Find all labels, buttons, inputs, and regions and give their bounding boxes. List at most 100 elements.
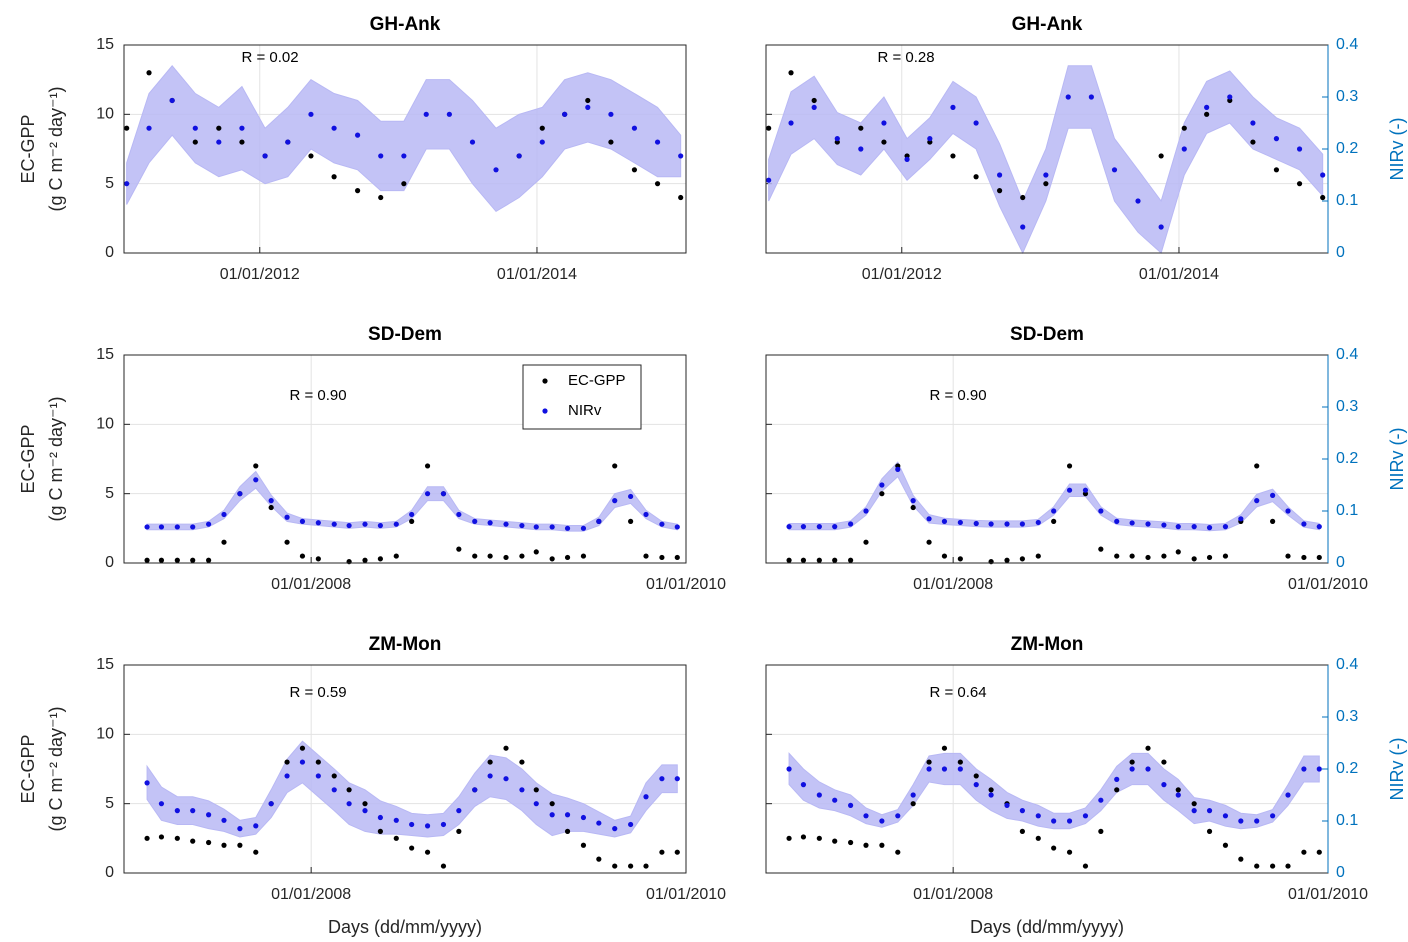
- data-point: [895, 466, 901, 472]
- data-point: [533, 801, 539, 807]
- data-point: [628, 821, 634, 828]
- data-point: [608, 111, 614, 117]
- data-point: [766, 125, 772, 131]
- plot-area: [766, 665, 1328, 873]
- data-point: [308, 111, 314, 117]
- data-point: [1051, 845, 1057, 851]
- data-point: [1145, 745, 1151, 751]
- data-point: [409, 821, 415, 828]
- data-point: [941, 553, 948, 559]
- data-point: [910, 801, 916, 807]
- uncertainty-band: [126, 65, 682, 213]
- data-point: [580, 553, 587, 559]
- data-point: [562, 111, 568, 117]
- data-point: [1206, 808, 1213, 814]
- data-point: [1082, 813, 1089, 819]
- data-point: [549, 801, 555, 807]
- data-point: [239, 139, 245, 145]
- data-point: [378, 194, 384, 201]
- data-point: [1135, 198, 1141, 204]
- data-point: [1301, 766, 1307, 772]
- data-point: [1320, 194, 1326, 201]
- x-tick-label: 01/01/2014: [497, 266, 577, 283]
- data-point: [1035, 835, 1041, 841]
- data-point: [377, 828, 383, 835]
- panel-title: GH-Ank: [1012, 14, 1083, 35]
- data-point: [144, 835, 150, 841]
- data-point: [440, 491, 447, 497]
- data-point: [1175, 524, 1181, 530]
- data-point: [284, 773, 290, 779]
- data-point: [879, 482, 885, 488]
- data-point: [1254, 498, 1260, 504]
- data-point: [315, 556, 321, 562]
- data-point: [910, 504, 916, 511]
- data-point: [1285, 553, 1291, 559]
- y2-tick-label: 0.3: [1336, 88, 1358, 105]
- x-tick-label: 01/01/2010: [646, 886, 726, 903]
- data-point: [596, 856, 602, 862]
- data-point: [1004, 521, 1010, 527]
- data-point: [1285, 863, 1291, 869]
- data-point: [988, 521, 994, 527]
- data-point: [362, 521, 368, 527]
- data-point: [423, 111, 429, 117]
- data-point: [834, 136, 840, 142]
- data-point: [950, 153, 956, 159]
- data-point: [786, 766, 792, 772]
- data-point: [631, 125, 638, 131]
- data-point: [424, 491, 431, 497]
- data-point: [1111, 167, 1118, 173]
- data-point: [393, 835, 399, 841]
- y-tick-label: 10: [96, 726, 114, 743]
- data-point: [1161, 522, 1167, 528]
- data-point: [144, 524, 150, 530]
- data-point: [124, 181, 130, 187]
- data-point: [1296, 146, 1303, 152]
- y-axis-label: EC-GPP: [18, 734, 38, 803]
- data-point: [539, 139, 545, 145]
- data-point: [1019, 808, 1025, 814]
- data-point: [519, 522, 525, 529]
- data-point: [1129, 759, 1135, 765]
- data-point: [1145, 766, 1151, 772]
- data-point: [331, 174, 337, 180]
- data-point: [393, 553, 399, 559]
- data-point: [1161, 553, 1167, 559]
- data-point: [169, 97, 175, 104]
- data-point: [1051, 518, 1057, 525]
- data-point: [1316, 849, 1322, 855]
- y2-tick-label: 0.4: [1336, 346, 1358, 363]
- data-point: [1145, 554, 1151, 561]
- data-point: [1175, 787, 1181, 793]
- data-point: [612, 498, 618, 504]
- data-point: [988, 792, 994, 798]
- data-point: [585, 97, 591, 104]
- data-point: [1114, 518, 1120, 525]
- data-point: [643, 794, 649, 800]
- data-point: [158, 524, 165, 530]
- data-point: [237, 842, 243, 848]
- data-point: [346, 787, 352, 793]
- y-tick-label: 5: [105, 795, 114, 812]
- data-point: [1066, 487, 1073, 493]
- x-tick-label: 01/01/2012: [862, 266, 942, 283]
- data-point: [221, 511, 227, 518]
- data-point: [472, 553, 478, 559]
- data-point: [315, 520, 321, 526]
- annotation: R = 0.02: [241, 49, 298, 66]
- data-point: [879, 491, 885, 497]
- data-point: [585, 104, 591, 110]
- data-point: [362, 801, 368, 807]
- data-point: [1270, 863, 1276, 869]
- data-point: [957, 759, 963, 765]
- data-point: [1204, 111, 1210, 117]
- data-point: [904, 156, 910, 162]
- data-point: [469, 139, 476, 145]
- uncertainty-band: [146, 470, 678, 532]
- data-point: [1043, 172, 1049, 178]
- data-point: [190, 557, 196, 563]
- data-point: [354, 188, 361, 194]
- data-point: [863, 539, 869, 545]
- legend-marker: [542, 408, 548, 414]
